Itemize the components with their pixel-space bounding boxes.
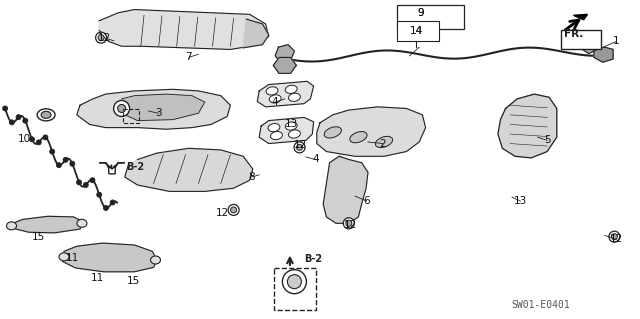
Polygon shape xyxy=(323,156,368,223)
Text: 3: 3 xyxy=(156,108,162,118)
Ellipse shape xyxy=(37,109,55,121)
Circle shape xyxy=(294,142,305,153)
Text: 4: 4 xyxy=(272,97,278,107)
Ellipse shape xyxy=(150,256,161,264)
Ellipse shape xyxy=(350,131,367,143)
Text: 13: 13 xyxy=(285,119,298,129)
Text: B-2: B-2 xyxy=(126,162,144,173)
Polygon shape xyxy=(99,163,125,174)
Circle shape xyxy=(282,270,307,294)
Polygon shape xyxy=(125,148,253,191)
Circle shape xyxy=(90,178,95,183)
Circle shape xyxy=(29,137,35,142)
Text: 2: 2 xyxy=(380,138,386,149)
Text: 14: 14 xyxy=(410,26,423,36)
Circle shape xyxy=(63,157,68,162)
Ellipse shape xyxy=(271,131,282,140)
Circle shape xyxy=(346,220,352,226)
Text: 9: 9 xyxy=(418,8,424,18)
Text: 12: 12 xyxy=(610,234,623,244)
Text: 1: 1 xyxy=(613,36,620,47)
Circle shape xyxy=(104,205,108,211)
Polygon shape xyxy=(317,107,426,156)
Polygon shape xyxy=(61,243,157,272)
Text: 9: 9 xyxy=(418,8,424,18)
Ellipse shape xyxy=(289,93,300,101)
Circle shape xyxy=(16,115,21,120)
FancyBboxPatch shape xyxy=(275,268,317,309)
Ellipse shape xyxy=(269,95,281,103)
Polygon shape xyxy=(257,81,314,107)
Ellipse shape xyxy=(376,136,392,148)
Text: B-2: B-2 xyxy=(304,254,322,264)
FancyBboxPatch shape xyxy=(397,5,464,29)
Circle shape xyxy=(98,35,104,41)
Circle shape xyxy=(77,180,81,185)
Text: 14: 14 xyxy=(410,26,423,36)
Circle shape xyxy=(43,135,48,140)
Circle shape xyxy=(36,140,41,145)
Circle shape xyxy=(110,200,115,205)
Text: 15: 15 xyxy=(127,276,140,286)
Ellipse shape xyxy=(41,111,51,118)
Text: SW01-E0401: SW01-E0401 xyxy=(511,300,570,310)
Circle shape xyxy=(611,234,618,240)
Circle shape xyxy=(97,192,102,197)
Text: 5: 5 xyxy=(544,135,550,145)
Circle shape xyxy=(230,207,237,213)
FancyBboxPatch shape xyxy=(397,21,439,41)
Ellipse shape xyxy=(266,87,278,95)
Circle shape xyxy=(3,106,8,111)
Circle shape xyxy=(70,161,75,166)
Text: 12: 12 xyxy=(98,33,111,43)
Circle shape xyxy=(114,100,129,116)
Text: 12: 12 xyxy=(344,220,357,230)
Polygon shape xyxy=(573,14,588,20)
Ellipse shape xyxy=(285,85,297,93)
Text: 8: 8 xyxy=(248,172,255,182)
Text: 12: 12 xyxy=(216,208,229,218)
Circle shape xyxy=(50,149,54,154)
Polygon shape xyxy=(275,45,294,62)
Polygon shape xyxy=(582,38,598,54)
Ellipse shape xyxy=(77,219,87,227)
Text: 6: 6 xyxy=(364,196,370,206)
Polygon shape xyxy=(498,94,557,158)
Polygon shape xyxy=(10,216,83,233)
Circle shape xyxy=(23,118,28,123)
Circle shape xyxy=(296,145,303,150)
Polygon shape xyxy=(594,47,613,62)
Circle shape xyxy=(118,104,125,113)
Circle shape xyxy=(228,204,239,215)
Polygon shape xyxy=(77,89,230,129)
Text: 11: 11 xyxy=(66,253,79,263)
Ellipse shape xyxy=(289,130,300,138)
Ellipse shape xyxy=(6,222,17,230)
Text: 7: 7 xyxy=(186,52,192,63)
Polygon shape xyxy=(99,10,269,49)
Polygon shape xyxy=(259,117,314,144)
Ellipse shape xyxy=(59,253,69,261)
Polygon shape xyxy=(273,57,296,73)
Text: 15: 15 xyxy=(32,232,45,242)
Text: 11: 11 xyxy=(91,272,104,283)
Polygon shape xyxy=(122,94,205,121)
Circle shape xyxy=(83,182,88,188)
Ellipse shape xyxy=(285,122,297,130)
Circle shape xyxy=(10,120,14,125)
Circle shape xyxy=(95,32,107,43)
Text: 10: 10 xyxy=(18,134,31,144)
Text: FR.: FR. xyxy=(564,29,584,40)
FancyBboxPatch shape xyxy=(561,30,601,49)
Polygon shape xyxy=(243,19,269,48)
Text: 12: 12 xyxy=(294,140,307,150)
Text: 13: 13 xyxy=(514,196,527,206)
Circle shape xyxy=(287,275,301,289)
Ellipse shape xyxy=(324,127,341,138)
Text: 4: 4 xyxy=(312,154,319,165)
Ellipse shape xyxy=(268,123,280,132)
Circle shape xyxy=(609,231,620,242)
Circle shape xyxy=(56,163,61,168)
Circle shape xyxy=(343,218,355,229)
